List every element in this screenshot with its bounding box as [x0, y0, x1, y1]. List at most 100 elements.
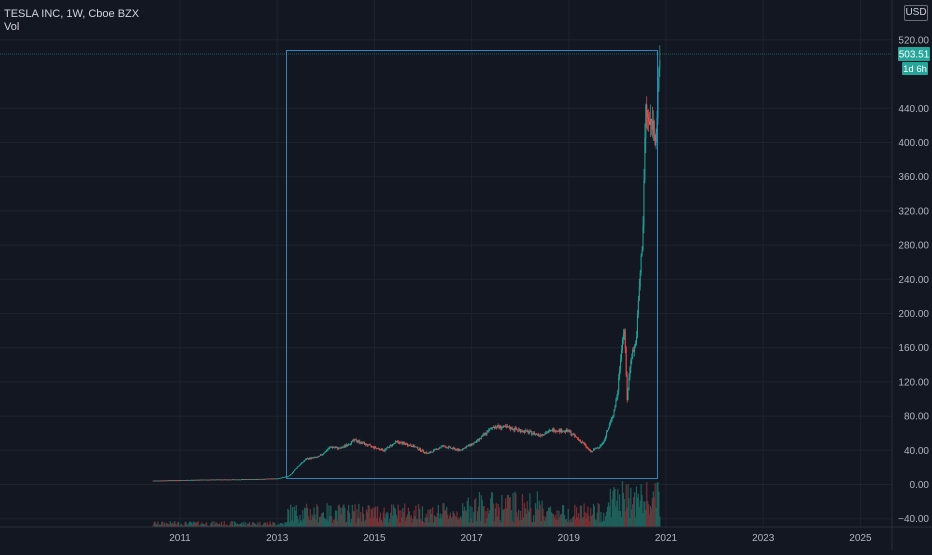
candle: [487, 430, 489, 433]
volume-bar: [514, 491, 516, 527]
volume-bar: [444, 510, 446, 527]
candle: [585, 443, 587, 449]
candle: [332, 445, 334, 450]
candle: [532, 432, 534, 435]
candle: [557, 431, 559, 432]
candle: [214, 479, 216, 481]
candle: [257, 478, 259, 480]
volume-bar: [609, 488, 611, 527]
candle: [273, 478, 275, 480]
volume-bar: [280, 522, 282, 527]
volume-bar: [355, 522, 357, 527]
candle: [408, 444, 410, 447]
volume-bar: [373, 517, 375, 527]
candle: [378, 448, 380, 451]
volume-bar: [163, 522, 166, 527]
candle: [290, 474, 292, 476]
candle: [385, 448, 387, 451]
candle: [428, 452, 430, 454]
candle: [210, 479, 212, 481]
volume-bar: [655, 507, 657, 527]
volume-bar: [278, 525, 281, 527]
volume-bar: [583, 503, 585, 527]
volume-bar: [594, 519, 596, 527]
candle: [390, 443, 392, 447]
candle: [642, 216, 644, 252]
candle: [333, 446, 335, 449]
volume-bar: [492, 503, 495, 527]
candle: [425, 450, 427, 455]
volume-bar: [232, 521, 234, 527]
volume-bar: [498, 507, 500, 527]
volume-bar: [551, 513, 553, 527]
volume-bar: [635, 486, 638, 527]
candle: [170, 480, 172, 482]
volume-bar: [365, 509, 367, 527]
candle: [267, 478, 269, 480]
volume-legend-label[interactable]: Vol: [4, 21, 20, 33]
candle: [330, 446, 332, 448]
candle: [360, 442, 362, 445]
volume-bar: [425, 514, 427, 527]
candle: [317, 455, 319, 458]
symbol-title[interactable]: TESLA INC, 1W, Cboe BZX: [4, 8, 140, 20]
candle: [590, 449, 592, 453]
candle: [614, 404, 616, 412]
candle: [442, 444, 444, 448]
candle: [438, 446, 440, 450]
volume-bar: [191, 523, 194, 527]
volume-bar: [569, 520, 571, 527]
volume-bar: [398, 510, 400, 527]
candle: [229, 479, 231, 481]
volume-bar: [224, 525, 226, 527]
volume-bar: [393, 507, 396, 527]
volume-bar: [307, 516, 310, 527]
volume-bar: [482, 506, 484, 527]
volume-bar: [260, 525, 262, 527]
volume-bar: [275, 525, 277, 527]
candle: [250, 478, 252, 480]
volume-bar: [154, 522, 156, 527]
currency-badge[interactable]: USD: [904, 5, 928, 21]
candle: [373, 445, 375, 450]
candle: [208, 479, 210, 481]
candle: [372, 446, 374, 448]
candle: [350, 441, 352, 446]
volume-bar: [657, 481, 659, 527]
volume-bar: [215, 522, 217, 527]
candle: [315, 456, 317, 458]
candle: [213, 479, 215, 481]
volume-bar: [223, 521, 225, 527]
candle: [226, 479, 228, 481]
candle: [494, 424, 496, 429]
volume-bar: [501, 495, 503, 527]
volume-bar: [631, 509, 633, 527]
candle: [566, 428, 568, 433]
candle: [395, 440, 397, 443]
y-tick-label: 200.00: [898, 309, 929, 320]
candle: [527, 429, 529, 434]
volume-bar: [333, 519, 336, 527]
candle: [251, 478, 253, 480]
candle: [173, 480, 175, 482]
volume-bar: [383, 507, 385, 527]
candle: [529, 429, 531, 434]
candle: [191, 479, 193, 481]
volume-bar: [231, 521, 233, 527]
volume-bar: [636, 497, 639, 527]
candle: [558, 429, 560, 433]
volume-bar: [196, 522, 198, 527]
selection-rectangle[interactable]: [286, 50, 658, 479]
candle: [365, 443, 367, 446]
candle: [592, 450, 594, 453]
volume-bar: [211, 521, 213, 527]
candle: [459, 448, 461, 452]
candle: [606, 429, 608, 439]
candle: [223, 479, 225, 481]
candle: [312, 457, 314, 459]
volume-bar: [629, 517, 631, 527]
candle: [457, 448, 459, 452]
candle: [392, 443, 394, 447]
